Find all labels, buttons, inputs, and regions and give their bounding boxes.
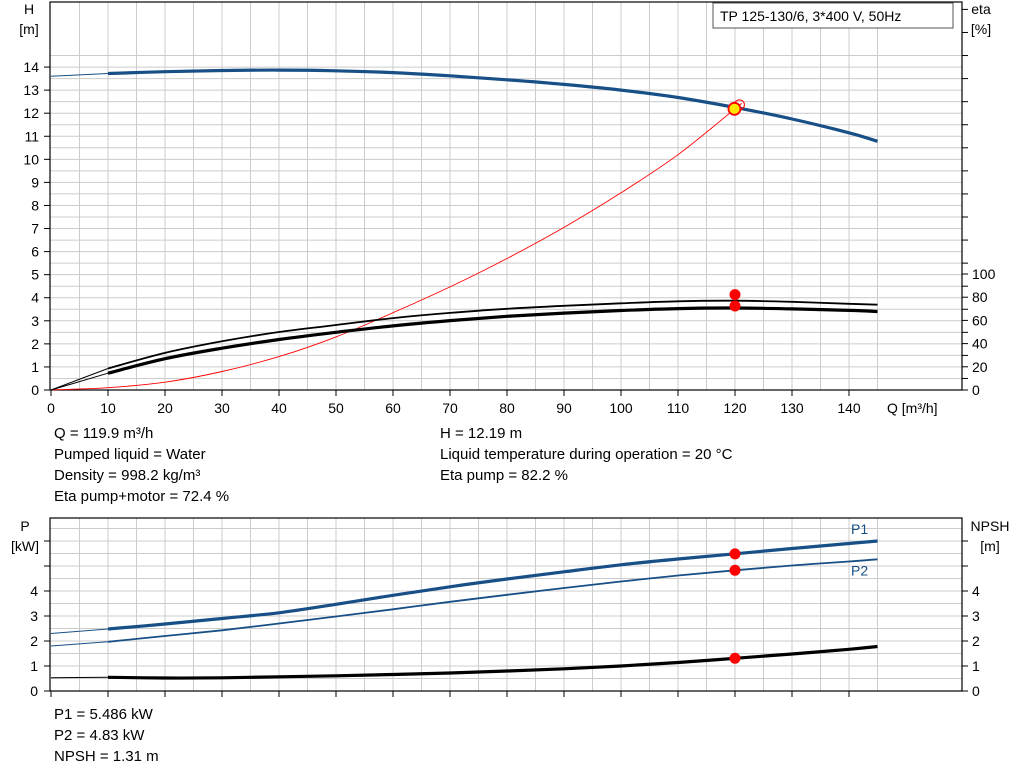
x-tick-label: 40 <box>271 400 287 416</box>
series-label-p2: P2 <box>851 562 868 578</box>
y-right-tick-label: 80 <box>972 289 988 305</box>
info-density: Density = 998.2 kg/m³ <box>54 467 201 484</box>
y-tick-label: 6 <box>31 244 39 260</box>
y-right-tick-label: 0 <box>972 382 980 398</box>
y-right-tick-label: 20 <box>972 359 988 375</box>
x-tick-label: 60 <box>385 400 401 416</box>
info-p1: P1 = 5.486 kW <box>54 706 153 723</box>
y-right-tick-label: 1 <box>972 658 980 674</box>
y-right-tick-label: 0 <box>972 683 980 699</box>
y-axis-label: P <box>20 518 29 534</box>
duty-point-marker <box>729 300 741 312</box>
y-right-tick-label: 2 <box>972 633 980 649</box>
y-tick-label: 0 <box>30 683 38 699</box>
duty-point-marker <box>729 564 741 576</box>
y-right-axis-unit: [%] <box>971 21 991 37</box>
series-line <box>107 306 878 375</box>
info-eta-pump: Eta pump = 82.2 % <box>440 467 568 484</box>
y-right-axis-unit: [m] <box>980 538 999 554</box>
operating-point-marker <box>727 101 742 116</box>
series-line <box>107 539 878 631</box>
x-tick-label: 90 <box>556 400 572 416</box>
y-tick-label: 4 <box>31 290 39 306</box>
plot-frame <box>49 517 963 692</box>
y-right-axis-label: NPSH <box>971 518 1010 534</box>
series-line-extrapolated <box>50 676 109 679</box>
y-tick-label: 2 <box>31 336 39 352</box>
y-tick-label: 13 <box>23 82 39 98</box>
series-line <box>107 644 878 680</box>
y-axis-unit: [m] <box>19 21 38 37</box>
y-tick-label: 3 <box>30 608 38 624</box>
x-tick-label: 80 <box>499 400 515 416</box>
info-top-left: Q = 119.9 m³/h Pumped liquid = Water Den… <box>54 423 229 507</box>
head-efficiency-chart: 0 10 20 30 40 50 60 70 80 90 100 110 120 130 140 Q [m³/… <box>19 1 995 416</box>
info-p2: P2 = 4.83 kW <box>54 727 145 744</box>
y-tick-label: 11 <box>24 128 39 144</box>
x-tick-label: 30 <box>214 400 230 416</box>
x-tick-label: 110 <box>667 400 690 416</box>
x-tick-label: 140 <box>837 400 861 416</box>
y-tick-label: 1 <box>30 658 38 674</box>
x-tick-label: 120 <box>723 400 747 416</box>
y-tick-label: 10 <box>23 151 39 167</box>
y-right-axis-label: eta <box>971 1 991 17</box>
duty-point-marker <box>729 289 741 301</box>
y-tick-label: 4 <box>30 583 38 599</box>
y-tick-label: 14 <box>23 59 39 75</box>
series-line <box>107 558 878 643</box>
y-tick-label: 5 <box>31 267 39 283</box>
series-line-extrapolated <box>50 73 109 77</box>
x-tick-label: 50 <box>328 400 344 416</box>
x-tick-label: 130 <box>780 400 804 416</box>
y-right-tick-label: 40 <box>972 336 988 352</box>
info-eta-pump-motor: Eta pump+motor = 72.4 % <box>54 488 230 505</box>
y-right-tick-label: 60 <box>972 312 988 328</box>
info-flow: Q = 119.9 m³/h <box>54 425 154 442</box>
duty-point-marker <box>729 652 741 664</box>
x-tick-label: 10 <box>100 400 116 416</box>
y-tick-label: 2 <box>30 633 38 649</box>
duty-point-marker <box>729 548 741 560</box>
x-tick-label: 70 <box>442 400 458 416</box>
y-right-tick-label: 3 <box>972 608 980 624</box>
info-npsh: NPSH = 1.31 m <box>54 748 159 765</box>
info-liquid-temperature: Liquid temperature during operation = 20… <box>440 446 733 463</box>
y-tick-label: 8 <box>31 197 39 213</box>
y-right-tick-label: 100 <box>972 266 996 282</box>
info-head: H = 12.19 m <box>440 425 523 442</box>
plot-frame <box>49 1 963 391</box>
power-npsh-chart: 0 1 2 3 4 P [kW] 0 1 2 3 4 NPSH [m] P1 P2 <box>11 517 1010 699</box>
y-axis-label: H <box>24 1 34 17</box>
info-bottom: P1 = 5.486 kW P2 = 4.83 kW NPSH = 1.31 m <box>54 704 159 767</box>
chart-title: TP 125-130/6, 3*400 V, 50Hz <box>720 8 901 24</box>
series-line-extrapolated <box>50 641 109 647</box>
y-tick-label: 9 <box>31 174 39 190</box>
series-line <box>107 68 878 143</box>
info-top-right: H = 12.19 m Liquid temperature during op… <box>440 423 732 486</box>
y-tick-label: 12 <box>23 105 39 121</box>
series-line-extrapolated <box>50 628 109 634</box>
x-tick-label: 0 <box>47 400 55 416</box>
y-tick-label: 7 <box>31 221 39 237</box>
y-right-tick-label: 4 <box>972 583 980 599</box>
y-tick-label: 1 <box>31 359 39 375</box>
series-line <box>50 103 742 391</box>
y-tick-label: 3 <box>31 313 39 329</box>
series-line-extrapolated <box>50 372 109 391</box>
series-line <box>107 299 878 370</box>
series-label-p1: P1 <box>851 521 868 537</box>
x-axis-label: Q [m³/h] <box>887 400 938 416</box>
info-pumped-liquid: Pumped liquid = Water <box>54 446 206 463</box>
x-tick-label: 100 <box>609 400 633 416</box>
y-axis-unit: [kW] <box>11 538 39 554</box>
x-tick-label: 20 <box>157 400 173 416</box>
chart-title-box <box>712 2 954 29</box>
y-tick-label: 0 <box>31 382 39 398</box>
